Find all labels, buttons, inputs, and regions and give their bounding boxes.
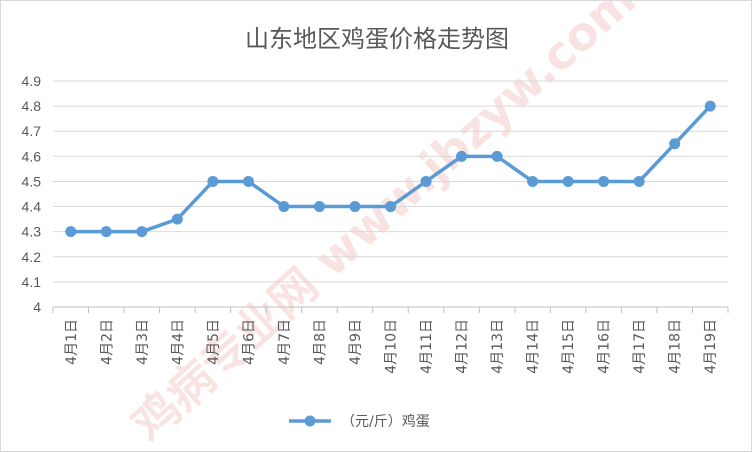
x-tick-label: 4月17日	[632, 319, 648, 374]
data-point	[207, 175, 219, 187]
x-tick-label: 4月9日	[348, 319, 364, 365]
x-tick-label: 4月14日	[526, 319, 542, 374]
x-tick-label: 4月13日	[490, 319, 506, 374]
x-tick-label: 4月8日	[312, 319, 328, 365]
x-tick-label: 4月6日	[241, 319, 257, 365]
y-tick-label: 4.3	[22, 224, 42, 240]
x-tick-label: 4月19日	[703, 319, 719, 374]
chart-title: 山东地区鸡蛋价格走势图	[245, 25, 509, 53]
series-layer	[65, 100, 716, 238]
data-point	[562, 175, 574, 187]
x-axis-ticks: 4月1日 4月2日 4月3日 4月4日 4月5日 4月6日 4月7日 4月8日 4月9日 4月10…	[52, 307, 729, 374]
x-tick-label: 4月5日	[206, 319, 222, 365]
data-point	[491, 150, 503, 162]
y-axis-ticks: 4 4.1 4.2 4.3 4.4 4.5 4.6 4.7 4.8 4.9	[22, 73, 42, 315]
watermark: 鸡病专业网 www.jbzyw.com	[121, 1, 646, 452]
data-point	[669, 138, 681, 150]
x-tick-label: 4月16日	[597, 319, 613, 374]
data-point	[136, 226, 148, 238]
x-tick-label: 4月4日	[170, 319, 186, 365]
data-point	[527, 175, 539, 187]
y-tick-label: 4.9	[22, 73, 42, 89]
data-point	[313, 201, 325, 213]
y-tick-label: 4.7	[22, 123, 42, 139]
legend-marker	[304, 415, 316, 427]
legend: （元/斤）鸡蛋	[289, 413, 430, 430]
x-tick-label: 4月7日	[277, 319, 293, 365]
watermark-text-cn: 鸡病专业网 www.jbzyw.com	[121, 1, 646, 452]
y-tick-label: 4.8	[22, 98, 42, 114]
x-tick-label: 4月11日	[419, 319, 435, 374]
data-point	[65, 226, 77, 238]
x-tick-label: 4月10日	[384, 319, 400, 374]
data-point	[704, 100, 716, 112]
y-tick-label: 4.2	[22, 249, 42, 265]
data-point	[598, 175, 610, 187]
y-tick-label: 4.5	[22, 173, 42, 189]
data-point	[171, 213, 183, 225]
legend-label: （元/斤）鸡蛋	[341, 413, 430, 430]
y-tick-label: 4.4	[22, 199, 42, 215]
y-tick-label: 4	[33, 299, 41, 315]
data-point	[420, 175, 432, 187]
y-tick-label: 4.1	[22, 274, 42, 290]
data-point	[633, 175, 645, 187]
x-tick-label: 4月18日	[668, 319, 684, 374]
x-tick-label: 4月1日	[64, 319, 80, 365]
x-tick-label: 4月15日	[561, 319, 577, 374]
data-point	[349, 201, 361, 213]
y-tick-label: 4.6	[22, 148, 42, 164]
data-point	[385, 201, 396, 213]
x-tick-label: 4月3日	[135, 319, 151, 365]
data-point	[100, 226, 112, 238]
data-point	[242, 175, 254, 187]
data-point	[456, 150, 468, 162]
x-tick-label: 4月12日	[455, 319, 471, 374]
data-point	[278, 201, 290, 213]
x-tick-label: 4月2日	[99, 319, 115, 365]
